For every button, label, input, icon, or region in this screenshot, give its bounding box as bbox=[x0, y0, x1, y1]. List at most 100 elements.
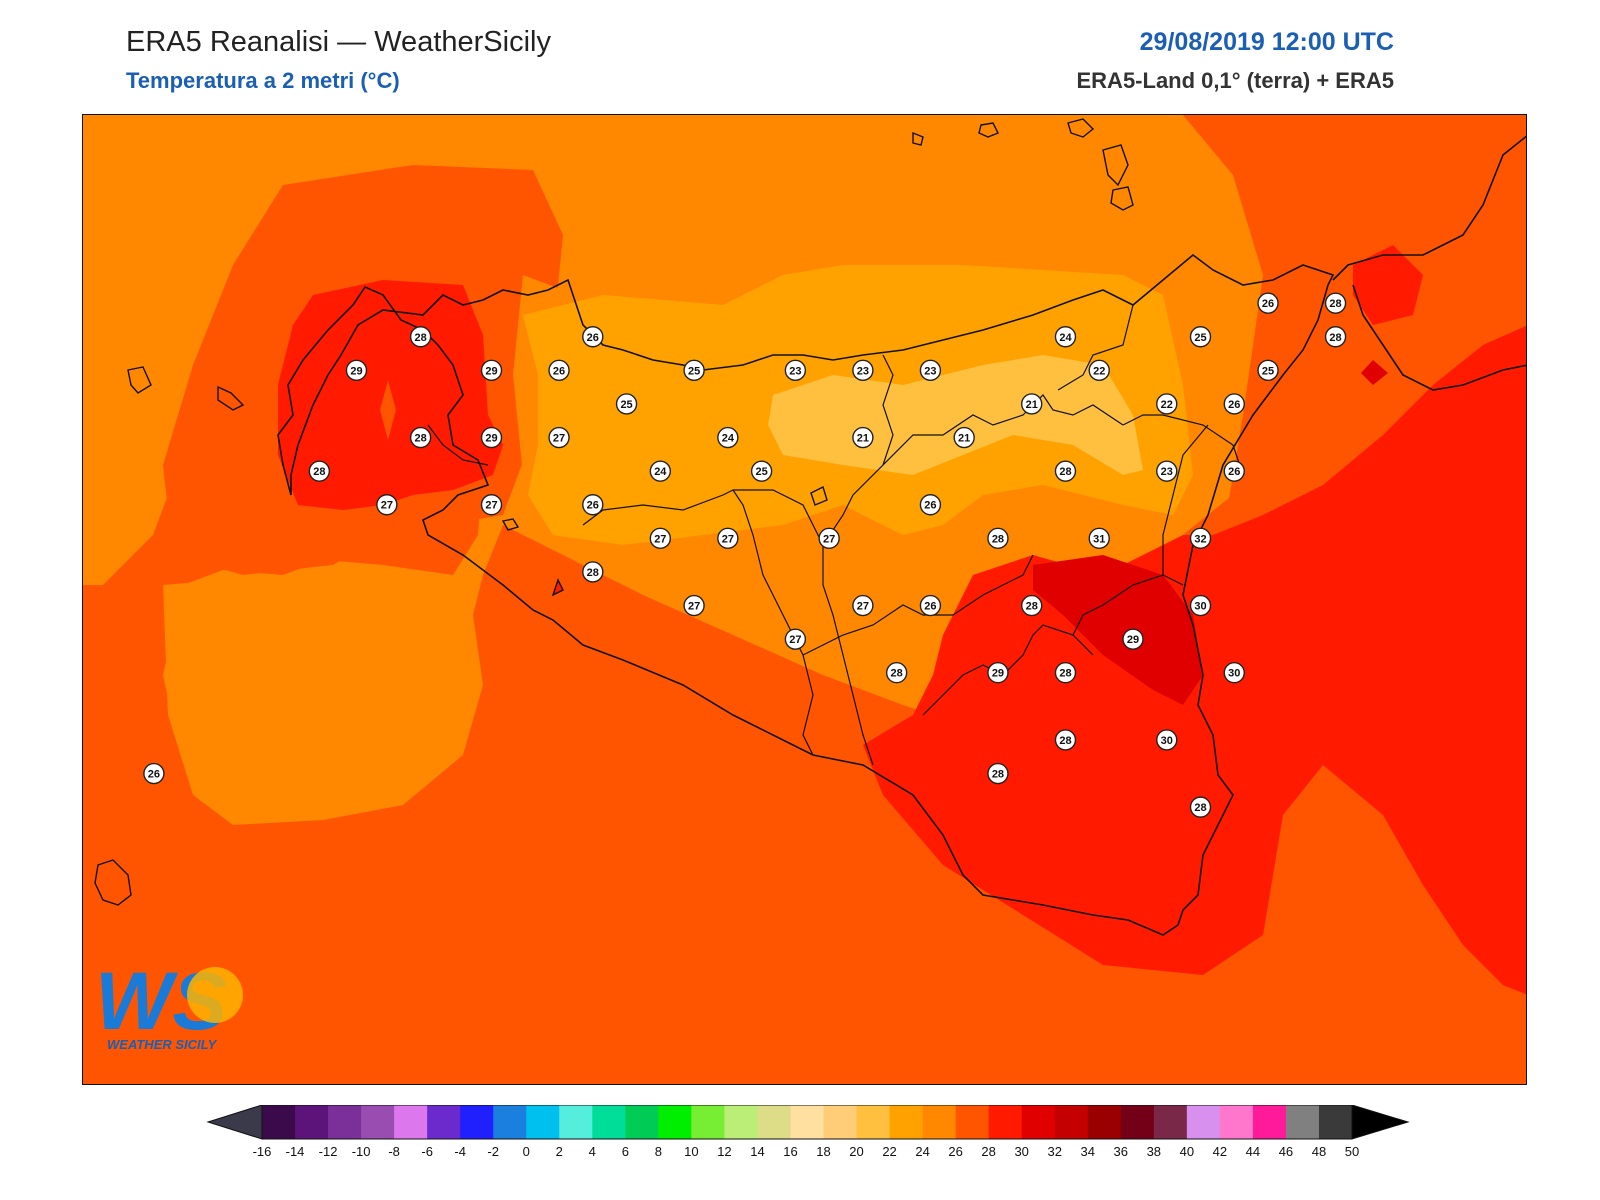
station-value: 27 bbox=[485, 500, 497, 512]
weather-sicily-logo: WS WEATHER SICILY bbox=[95, 956, 243, 1052]
station-value: 26 bbox=[587, 332, 599, 344]
colorbar-tick-label: 6 bbox=[622, 1144, 629, 1159]
colorbar-tick-label: 18 bbox=[816, 1144, 830, 1159]
colorbar-tick-label: 46 bbox=[1279, 1144, 1293, 1159]
station-value: 28 bbox=[1329, 332, 1341, 344]
station-value: 25 bbox=[1262, 365, 1274, 377]
station-marker bbox=[1122, 628, 1144, 650]
station-marker bbox=[885, 662, 908, 684]
station-value: 26 bbox=[587, 500, 599, 512]
colorbar-tick-label: 38 bbox=[1147, 1144, 1161, 1159]
station-marker bbox=[919, 359, 942, 382]
station-marker bbox=[919, 594, 942, 617]
station-marker bbox=[1088, 359, 1110, 382]
station-marker bbox=[1021, 594, 1043, 617]
station-value: 28 bbox=[1329, 298, 1341, 310]
station-marker bbox=[1257, 292, 1279, 314]
colorbar-swatch bbox=[460, 1105, 494, 1139]
colorbar-swatch bbox=[328, 1105, 362, 1139]
station-marker bbox=[919, 494, 942, 516]
station-marker bbox=[852, 359, 874, 382]
station-marker bbox=[683, 594, 705, 617]
colorbar-min-arrow bbox=[206, 1105, 263, 1140]
station-marker bbox=[480, 359, 503, 382]
colorbar-swatch bbox=[625, 1105, 659, 1139]
station-marker bbox=[1324, 326, 1347, 348]
station-value: 28 bbox=[992, 533, 1004, 545]
colorbar-tick-label: 40 bbox=[1180, 1144, 1194, 1159]
station-value: 21 bbox=[958, 433, 970, 445]
colorbar-tick-label: 36 bbox=[1114, 1144, 1128, 1159]
station-value: 22 bbox=[1161, 399, 1173, 411]
station-value: 28 bbox=[313, 466, 325, 478]
colorbar-swatch bbox=[691, 1105, 725, 1139]
colorbar-swatch bbox=[1021, 1105, 1056, 1139]
colorbar-tick-label: 14 bbox=[750, 1144, 764, 1159]
station-value: 28 bbox=[1059, 466, 1071, 478]
station-value: 27 bbox=[857, 601, 869, 613]
colorbar-swatch bbox=[1054, 1105, 1089, 1139]
station-marker bbox=[1257, 359, 1279, 382]
station-value: 21 bbox=[1026, 399, 1038, 411]
logo-text: WEATHER SICILY bbox=[107, 1037, 218, 1052]
colorbar-swatch bbox=[922, 1105, 957, 1139]
station-value: 24 bbox=[654, 466, 667, 478]
station-value: 21 bbox=[857, 433, 869, 445]
station-value: 24 bbox=[1059, 332, 1072, 344]
colorbar-max-arrow bbox=[1351, 1105, 1410, 1140]
station-value: 23 bbox=[1161, 466, 1173, 478]
station-value: 28 bbox=[587, 567, 599, 579]
colorbar-tick-label: 32 bbox=[1047, 1144, 1061, 1159]
colorbar-swatch bbox=[856, 1105, 891, 1139]
station-marker bbox=[582, 561, 604, 583]
station-marker bbox=[1054, 662, 1077, 684]
station-marker bbox=[1156, 460, 1178, 482]
colorbar-tick-label: 30 bbox=[1014, 1144, 1028, 1159]
station-marker bbox=[582, 326, 604, 348]
station-value: 30 bbox=[1161, 735, 1173, 747]
colorbar-swatch bbox=[526, 1105, 560, 1139]
colorbar-tick-label: -10 bbox=[352, 1144, 371, 1159]
station-marker bbox=[582, 494, 604, 516]
colorbar-tick-label: 34 bbox=[1081, 1144, 1095, 1159]
station-value: 27 bbox=[688, 601, 700, 613]
station-value: 26 bbox=[553, 365, 565, 377]
colorbar-swatch bbox=[889, 1105, 924, 1139]
colorbar-swatch bbox=[559, 1105, 593, 1139]
station-value: 26 bbox=[1228, 466, 1240, 478]
station-marker bbox=[750, 460, 773, 482]
station-marker bbox=[615, 393, 638, 415]
map-subtitle: Temperatura a 2 metri (°C) bbox=[126, 68, 400, 93]
colorbar-tick-label: -2 bbox=[487, 1144, 499, 1159]
colorbar-tick-label: 28 bbox=[981, 1144, 995, 1159]
colorbar-tick-label: 12 bbox=[717, 1144, 731, 1159]
station-marker bbox=[784, 359, 807, 382]
colorbar-tick-label: 2 bbox=[556, 1144, 563, 1159]
station-value: 27 bbox=[553, 433, 565, 445]
station-marker bbox=[1223, 393, 1245, 415]
colorbar: -16 -14 -12 -10 -8 -6 -4 -2 0 2 4 6 8 10 12 14 16 18 20 22 2… bbox=[206, 1105, 1410, 1159]
colorbar-tick-label: -4 bbox=[454, 1144, 466, 1159]
station-value: 23 bbox=[789, 365, 801, 377]
station-value: 27 bbox=[823, 533, 835, 545]
station-marker bbox=[717, 426, 739, 449]
station-marker bbox=[818, 527, 840, 550]
station-marker bbox=[1189, 527, 1212, 550]
colorbar-swatch bbox=[823, 1105, 858, 1139]
station-marker bbox=[480, 426, 503, 449]
field-30 bbox=[1033, 555, 1203, 705]
colorbar-swatch bbox=[361, 1105, 395, 1139]
field-26-west-hole bbox=[380, 380, 396, 440]
station-marker bbox=[1088, 527, 1110, 550]
colorbar-tick-label: -12 bbox=[319, 1144, 338, 1159]
colorbar-tick-label: 8 bbox=[655, 1144, 662, 1159]
colorbar-swatch bbox=[427, 1105, 461, 1139]
station-marker bbox=[784, 628, 807, 650]
station-value: 25 bbox=[688, 365, 700, 377]
station-marker bbox=[987, 762, 1009, 785]
islands bbox=[94, 118, 1134, 906]
station-value: 23 bbox=[924, 365, 936, 377]
station-marker bbox=[953, 426, 975, 449]
station-value: 22 bbox=[1093, 365, 1105, 377]
colorbar-tick-label: 0 bbox=[523, 1144, 530, 1159]
